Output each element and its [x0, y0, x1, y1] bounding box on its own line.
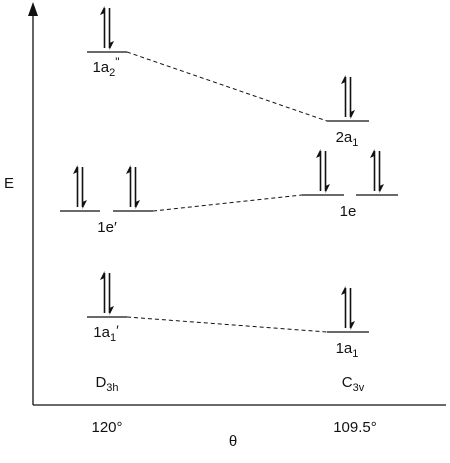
symmetry-label-d3h: D3h	[95, 374, 118, 394]
orbital-label-1a1: 1a1	[336, 340, 359, 360]
orbital-1e-a	[302, 149, 344, 196]
spin-down-arrowhead	[135, 200, 140, 209]
orbital-1a1: 1a1	[327, 286, 369, 360]
spin-down-arrowhead	[350, 110, 355, 119]
electron-pair	[316, 149, 330, 193]
spin-up-arrowhead	[73, 165, 78, 174]
correlation-line-1a2pp-2a1	[126, 51, 328, 122]
symmetry-label-c3v: C3v	[342, 374, 365, 394]
spin-down-arrowhead	[350, 321, 355, 330]
electron-pair	[341, 75, 355, 119]
spin-down-arrowhead	[82, 200, 87, 209]
spin-up-arrowhead	[341, 75, 346, 84]
x-tick-label-120: 120°	[91, 419, 122, 436]
electron-pair	[100, 271, 114, 315]
orbital-label-1a2pp: 1a2"	[92, 55, 119, 79]
spin-down-arrowhead	[379, 184, 384, 193]
orbital-1e-b	[356, 149, 398, 196]
spin-down-arrowhead	[109, 306, 114, 315]
correlation-line-1a1p-1a1	[126, 316, 328, 333]
spin-up-arrowhead	[316, 149, 321, 158]
orbital-1a1p: 1a1′	[87, 271, 127, 344]
orbital-label-1ep: 1e′	[97, 219, 117, 236]
spin-up-arrowhead	[126, 165, 131, 174]
spin-down-arrowhead	[109, 41, 114, 50]
electron-pair	[370, 149, 384, 193]
y-axis-arrowhead	[28, 2, 38, 16]
correlation-line-1ep-1e	[152, 194, 303, 212]
spin-down-arrowhead	[325, 184, 330, 193]
orbital-label-2a1: 2a1	[336, 129, 359, 149]
orbital-1ep-a	[60, 165, 100, 212]
orbital-1a2pp: 1a2"	[87, 6, 127, 79]
electron-pair	[73, 165, 87, 209]
spin-up-arrowhead	[100, 271, 105, 280]
orbital-label-1a1p: 1a1′	[93, 322, 119, 344]
spin-up-arrowhead	[370, 149, 375, 158]
x-tick-label-109-5: 109.5°	[333, 419, 377, 436]
electron-pair	[341, 286, 355, 330]
spin-up-arrowhead	[341, 286, 346, 295]
y-axis-label: E	[4, 175, 14, 192]
x-axis-label: θ	[229, 433, 237, 450]
spin-up-arrowhead	[100, 6, 105, 15]
electron-pair	[126, 165, 140, 209]
orbital-label-1e: 1e	[340, 203, 357, 220]
electron-pair	[100, 6, 114, 50]
orbital-1ep-b	[113, 165, 153, 212]
orbital-2a1: 2a1	[327, 75, 369, 149]
